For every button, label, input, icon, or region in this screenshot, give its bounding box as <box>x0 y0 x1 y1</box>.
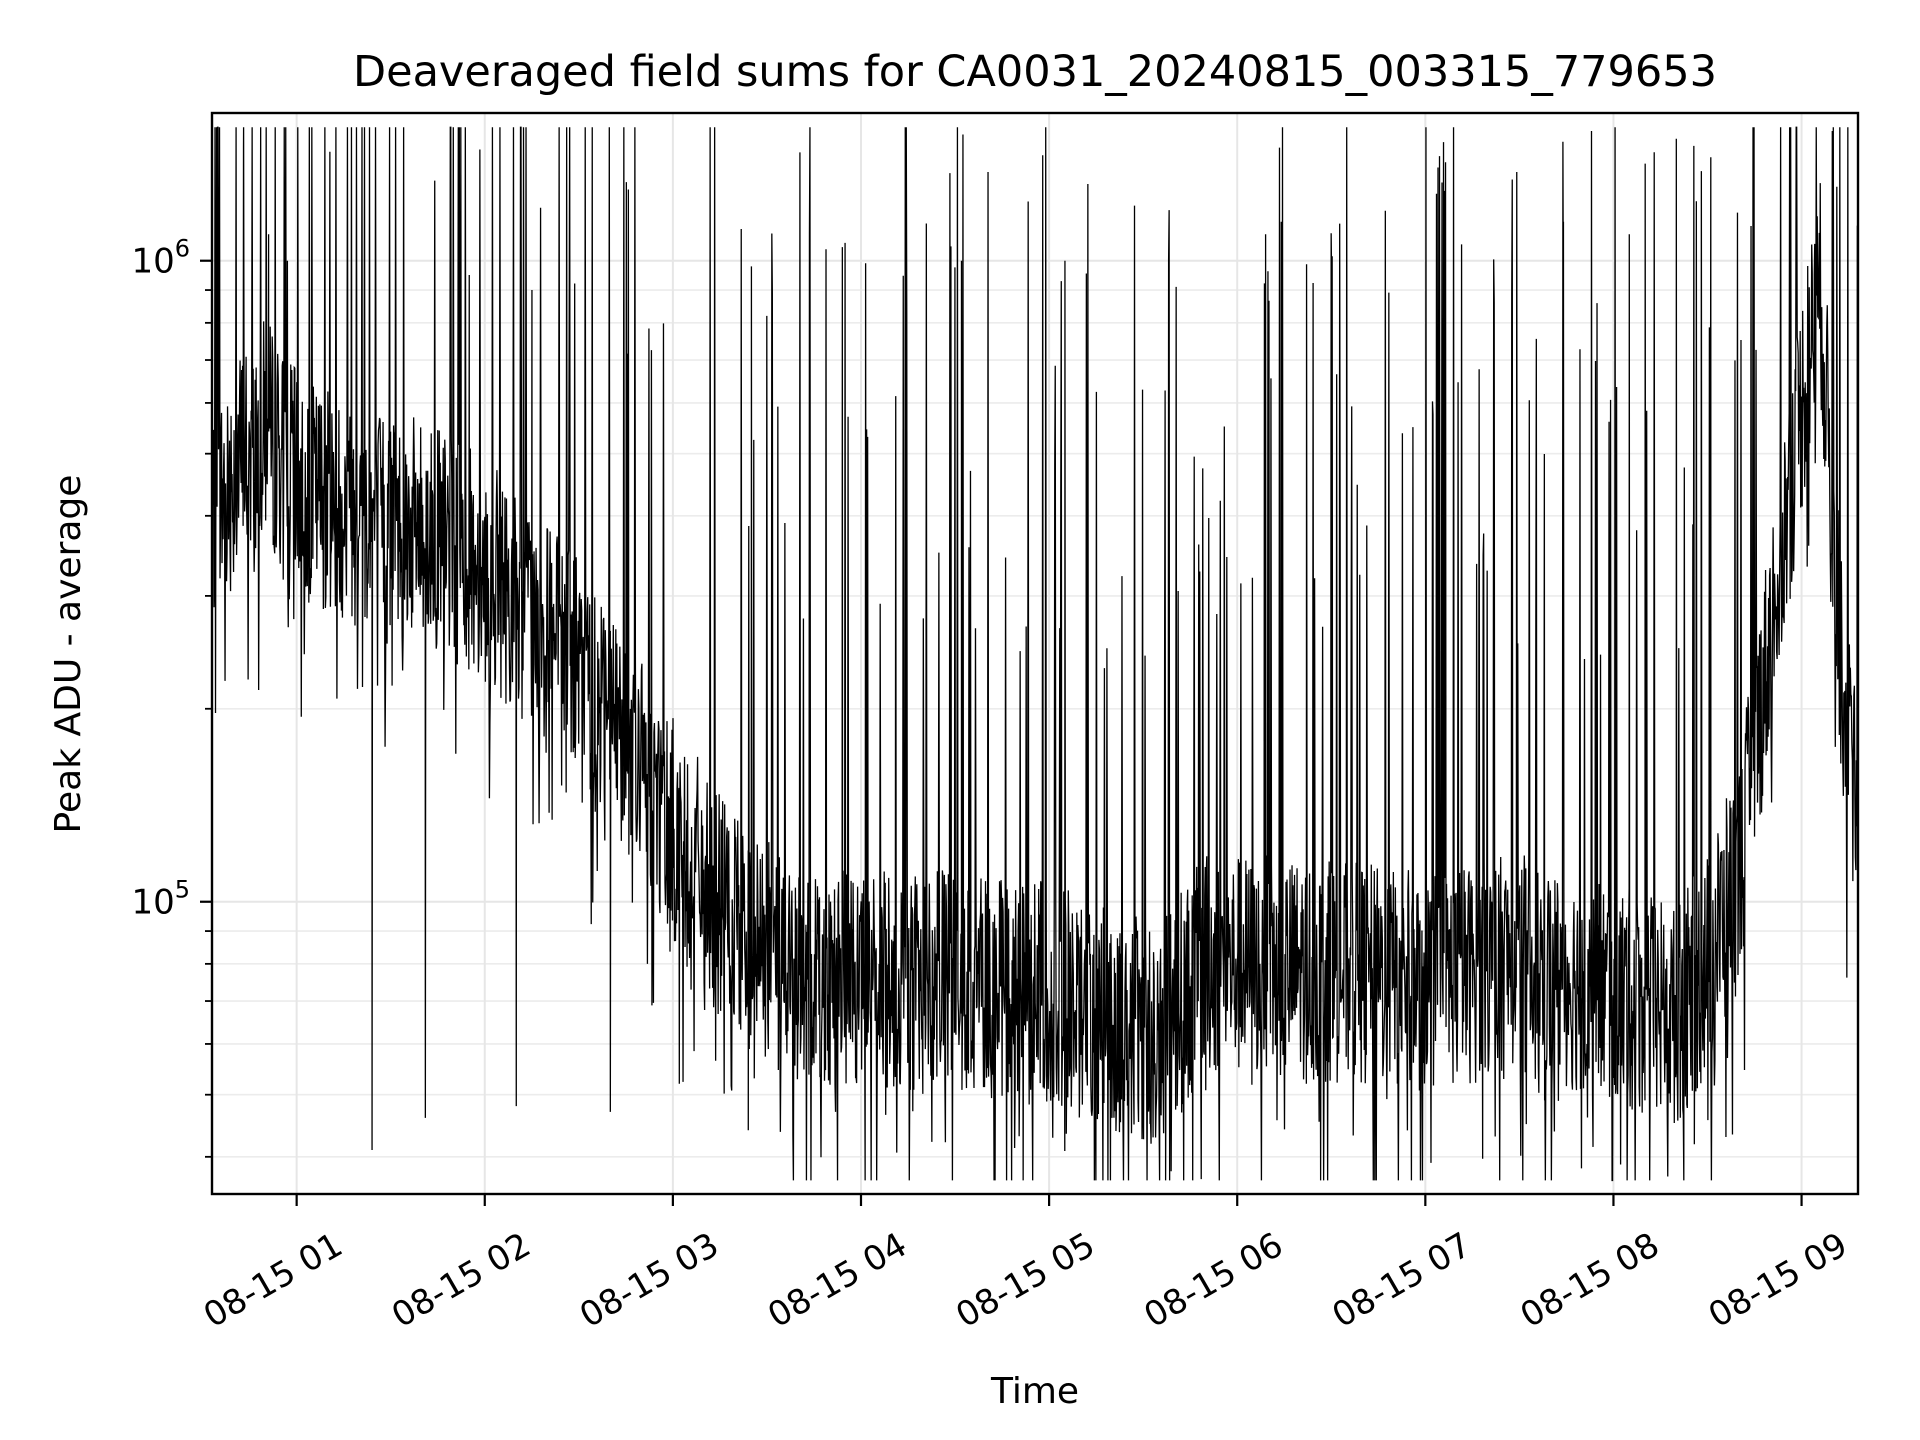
y-axis-label: Peak ADU - average <box>48 475 89 834</box>
x-axis-label: Time <box>990 1371 1079 1412</box>
plot-area <box>212 126 1858 1182</box>
plot-frame <box>210 111 1860 1196</box>
y-axis: 105 106 <box>131 235 212 1158</box>
series-line <box>212 126 1858 1182</box>
y-tick-label: 106 <box>131 235 190 282</box>
y-tick-label: 105 <box>131 876 190 923</box>
chart-title: Deaveraged field sums for CA0031_2024081… <box>353 47 1717 97</box>
